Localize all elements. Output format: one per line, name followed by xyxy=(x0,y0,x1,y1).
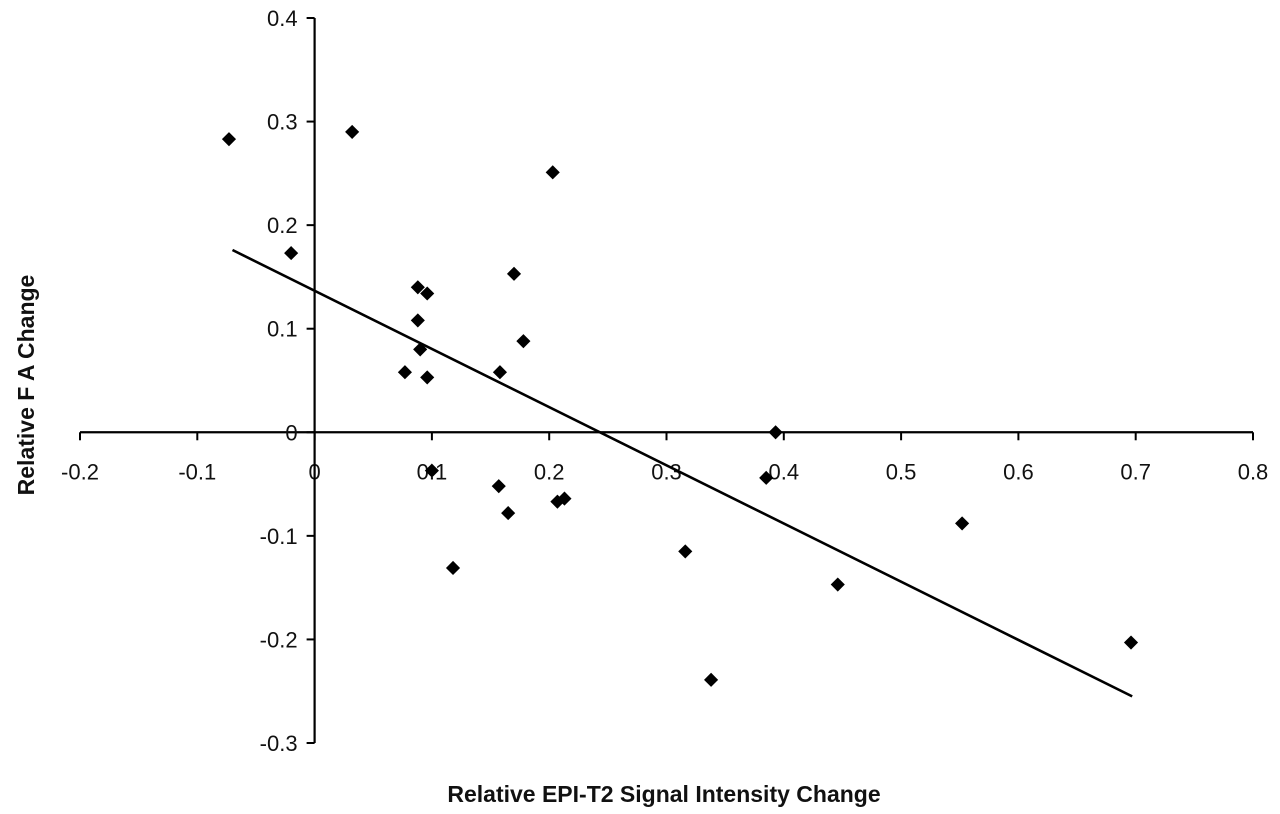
data-point xyxy=(759,470,774,485)
x-tick-label: 0.7 xyxy=(1120,459,1151,484)
data-point xyxy=(284,246,299,261)
data-point xyxy=(410,280,425,295)
data-point xyxy=(768,425,783,440)
y-tick-label: -0.2 xyxy=(260,627,298,652)
data-point xyxy=(413,342,428,357)
y-tick-label: 0.3 xyxy=(267,110,298,135)
y-tick-label: 0.4 xyxy=(267,6,298,31)
y-tick-label: -0.3 xyxy=(260,731,298,756)
data-point xyxy=(955,516,970,531)
data-point xyxy=(704,672,719,687)
data-point xyxy=(420,286,435,301)
data-points xyxy=(221,124,1139,687)
data-point xyxy=(506,266,522,281)
y-tick-label: 0 xyxy=(285,420,297,445)
data-point xyxy=(420,370,435,385)
data-point xyxy=(492,365,507,380)
x-tick-label: 0.4 xyxy=(769,459,800,484)
x-axis-title: Relative EPI-T2 Signal Intensity Change xyxy=(447,781,880,807)
x-tick-label: 0.2 xyxy=(534,459,565,484)
data-point xyxy=(1123,635,1139,650)
data-point xyxy=(516,334,531,349)
data-point xyxy=(345,124,360,139)
data-point xyxy=(830,577,845,592)
data-point xyxy=(397,365,412,380)
data-point xyxy=(424,463,439,478)
y-axis: 0.4 0.3 0.2 0.1 0 -0.1 -0.2 -0.3 xyxy=(260,6,316,756)
data-point xyxy=(678,544,693,559)
y-tick-label: 0.1 xyxy=(267,317,298,342)
data-point xyxy=(501,506,516,521)
data-point xyxy=(550,494,565,509)
x-tick-label: 0.5 xyxy=(886,459,917,484)
data-point xyxy=(491,479,506,494)
x-tick-label: 0.8 xyxy=(1238,459,1269,484)
y-tick-label: -0.1 xyxy=(260,524,298,549)
trendline-group xyxy=(231,248,1133,698)
data-point xyxy=(445,560,461,576)
y-axis-title: Relative F A Change xyxy=(13,275,39,496)
data-point xyxy=(410,313,425,328)
x-tick-label: -0.1 xyxy=(178,459,216,484)
x-tick-label: 0.6 xyxy=(1003,459,1034,484)
trendline xyxy=(231,248,1133,698)
y-tick-label: 0.2 xyxy=(267,213,298,238)
data-point xyxy=(221,132,237,147)
x-tick-label: -0.2 xyxy=(61,459,99,484)
data-point xyxy=(545,165,560,180)
x-axis: -0.2-0.100.10.20.30.40.50.60.70.8 xyxy=(61,431,1269,484)
